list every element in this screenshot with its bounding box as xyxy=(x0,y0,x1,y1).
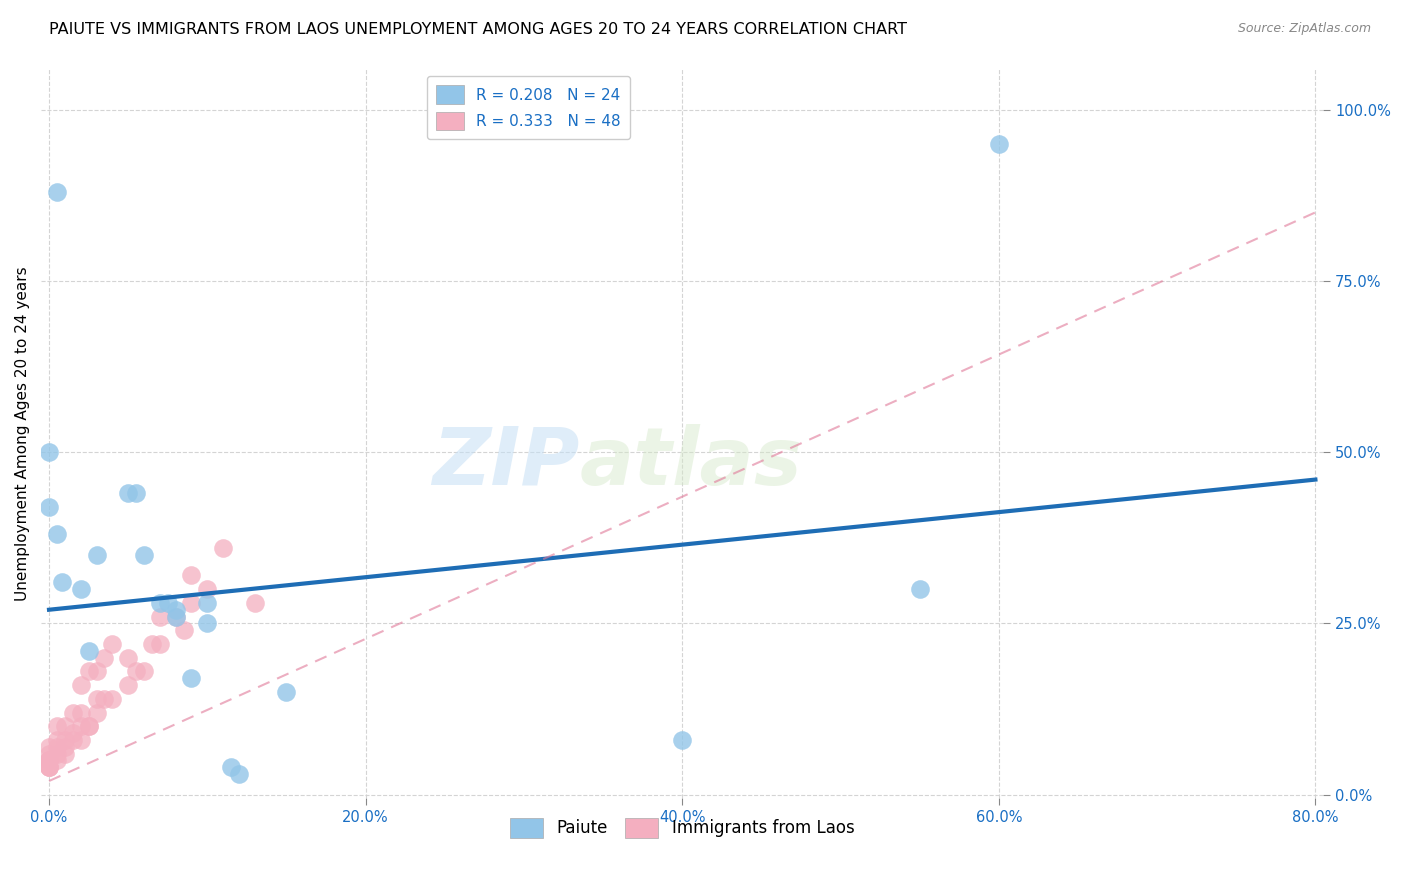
Point xyxy=(53,732,76,747)
Point xyxy=(180,671,202,685)
Point xyxy=(86,706,108,720)
Text: atlas: atlas xyxy=(579,424,803,501)
Point xyxy=(77,719,100,733)
Point xyxy=(132,548,155,562)
Point xyxy=(53,747,76,761)
Y-axis label: Unemployment Among Ages 20 to 24 years: Unemployment Among Ages 20 to 24 years xyxy=(15,266,30,600)
Legend: Paiute, Immigrants from Laos: Paiute, Immigrants from Laos xyxy=(503,811,860,845)
Point xyxy=(86,691,108,706)
Point xyxy=(141,637,163,651)
Point xyxy=(38,754,60,768)
Point xyxy=(53,719,76,733)
Point xyxy=(51,575,73,590)
Text: Source: ZipAtlas.com: Source: ZipAtlas.com xyxy=(1237,22,1371,36)
Point xyxy=(38,760,60,774)
Point xyxy=(77,665,100,679)
Point xyxy=(228,767,250,781)
Point xyxy=(219,760,242,774)
Point xyxy=(45,527,67,541)
Point xyxy=(45,185,67,199)
Point xyxy=(101,637,124,651)
Point xyxy=(62,706,84,720)
Point xyxy=(212,541,235,555)
Point xyxy=(125,486,148,500)
Point xyxy=(38,760,60,774)
Point xyxy=(93,691,115,706)
Point xyxy=(69,719,91,733)
Point xyxy=(173,624,195,638)
Point xyxy=(38,754,60,768)
Point xyxy=(53,739,76,754)
Point xyxy=(38,754,60,768)
Point xyxy=(149,596,172,610)
Point xyxy=(908,582,931,597)
Point xyxy=(86,548,108,562)
Point xyxy=(117,678,139,692)
Point xyxy=(132,665,155,679)
Point xyxy=(38,500,60,514)
Point xyxy=(243,596,266,610)
Point xyxy=(69,678,91,692)
Point xyxy=(69,582,91,597)
Point xyxy=(101,691,124,706)
Text: PAIUTE VS IMMIGRANTS FROM LAOS UNEMPLOYMENT AMONG AGES 20 TO 24 YEARS CORRELATIO: PAIUTE VS IMMIGRANTS FROM LAOS UNEMPLOYM… xyxy=(49,22,907,37)
Point xyxy=(77,719,100,733)
Point xyxy=(180,568,202,582)
Point xyxy=(117,650,139,665)
Point xyxy=(38,445,60,459)
Point xyxy=(987,136,1010,151)
Point xyxy=(276,685,298,699)
Point xyxy=(195,582,218,597)
Point xyxy=(149,609,172,624)
Point xyxy=(45,754,67,768)
Point xyxy=(117,486,139,500)
Point xyxy=(38,747,60,761)
Point xyxy=(165,609,187,624)
Point xyxy=(93,650,115,665)
Point xyxy=(125,665,148,679)
Point xyxy=(671,732,693,747)
Point xyxy=(45,732,67,747)
Point xyxy=(165,609,187,624)
Point xyxy=(149,637,172,651)
Point xyxy=(69,706,91,720)
Point xyxy=(195,616,218,631)
Point xyxy=(38,760,60,774)
Point xyxy=(62,726,84,740)
Point xyxy=(45,719,67,733)
Point xyxy=(180,596,202,610)
Point xyxy=(62,732,84,747)
Point xyxy=(165,603,187,617)
Point xyxy=(156,596,179,610)
Point xyxy=(86,665,108,679)
Point xyxy=(195,596,218,610)
Point xyxy=(45,747,67,761)
Point xyxy=(69,732,91,747)
Point xyxy=(45,739,67,754)
Point xyxy=(77,644,100,658)
Text: ZIP: ZIP xyxy=(432,424,579,501)
Point xyxy=(38,739,60,754)
